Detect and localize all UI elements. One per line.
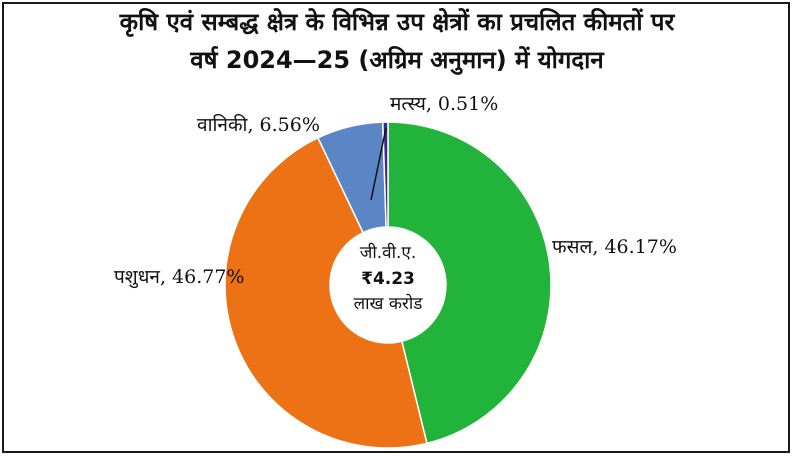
slice-crops <box>387 121 552 445</box>
center-label-line1: जी.वी.ए. <box>360 242 416 263</box>
chart-title-line1: कृषि एवं सम्बद्ध क्षेत्र के विभिन्न उप क… <box>119 8 675 36</box>
donut-slices <box>224 121 552 449</box>
chart-title-line2: वर्ष 2024—25 (अग्रिम अनुमान) में योगदान <box>190 46 604 74</box>
center-label-line3: लाख करोड <box>354 293 424 314</box>
center-label-line2: ₹4.23 <box>361 269 415 289</box>
slice-label-livestock: पशुधन, 46.77% <box>114 266 244 289</box>
slice-label-crops: फसल, 46.17% <box>552 236 677 258</box>
slice-label-fisheries: मत्स्य, 0.51% <box>390 93 498 115</box>
leader-line-matsya <box>370 127 387 201</box>
chart-frame <box>2 2 790 453</box>
slice-label-forestry: वानिकी, 6.56% <box>197 113 320 136</box>
donut-hole <box>330 227 446 343</box>
